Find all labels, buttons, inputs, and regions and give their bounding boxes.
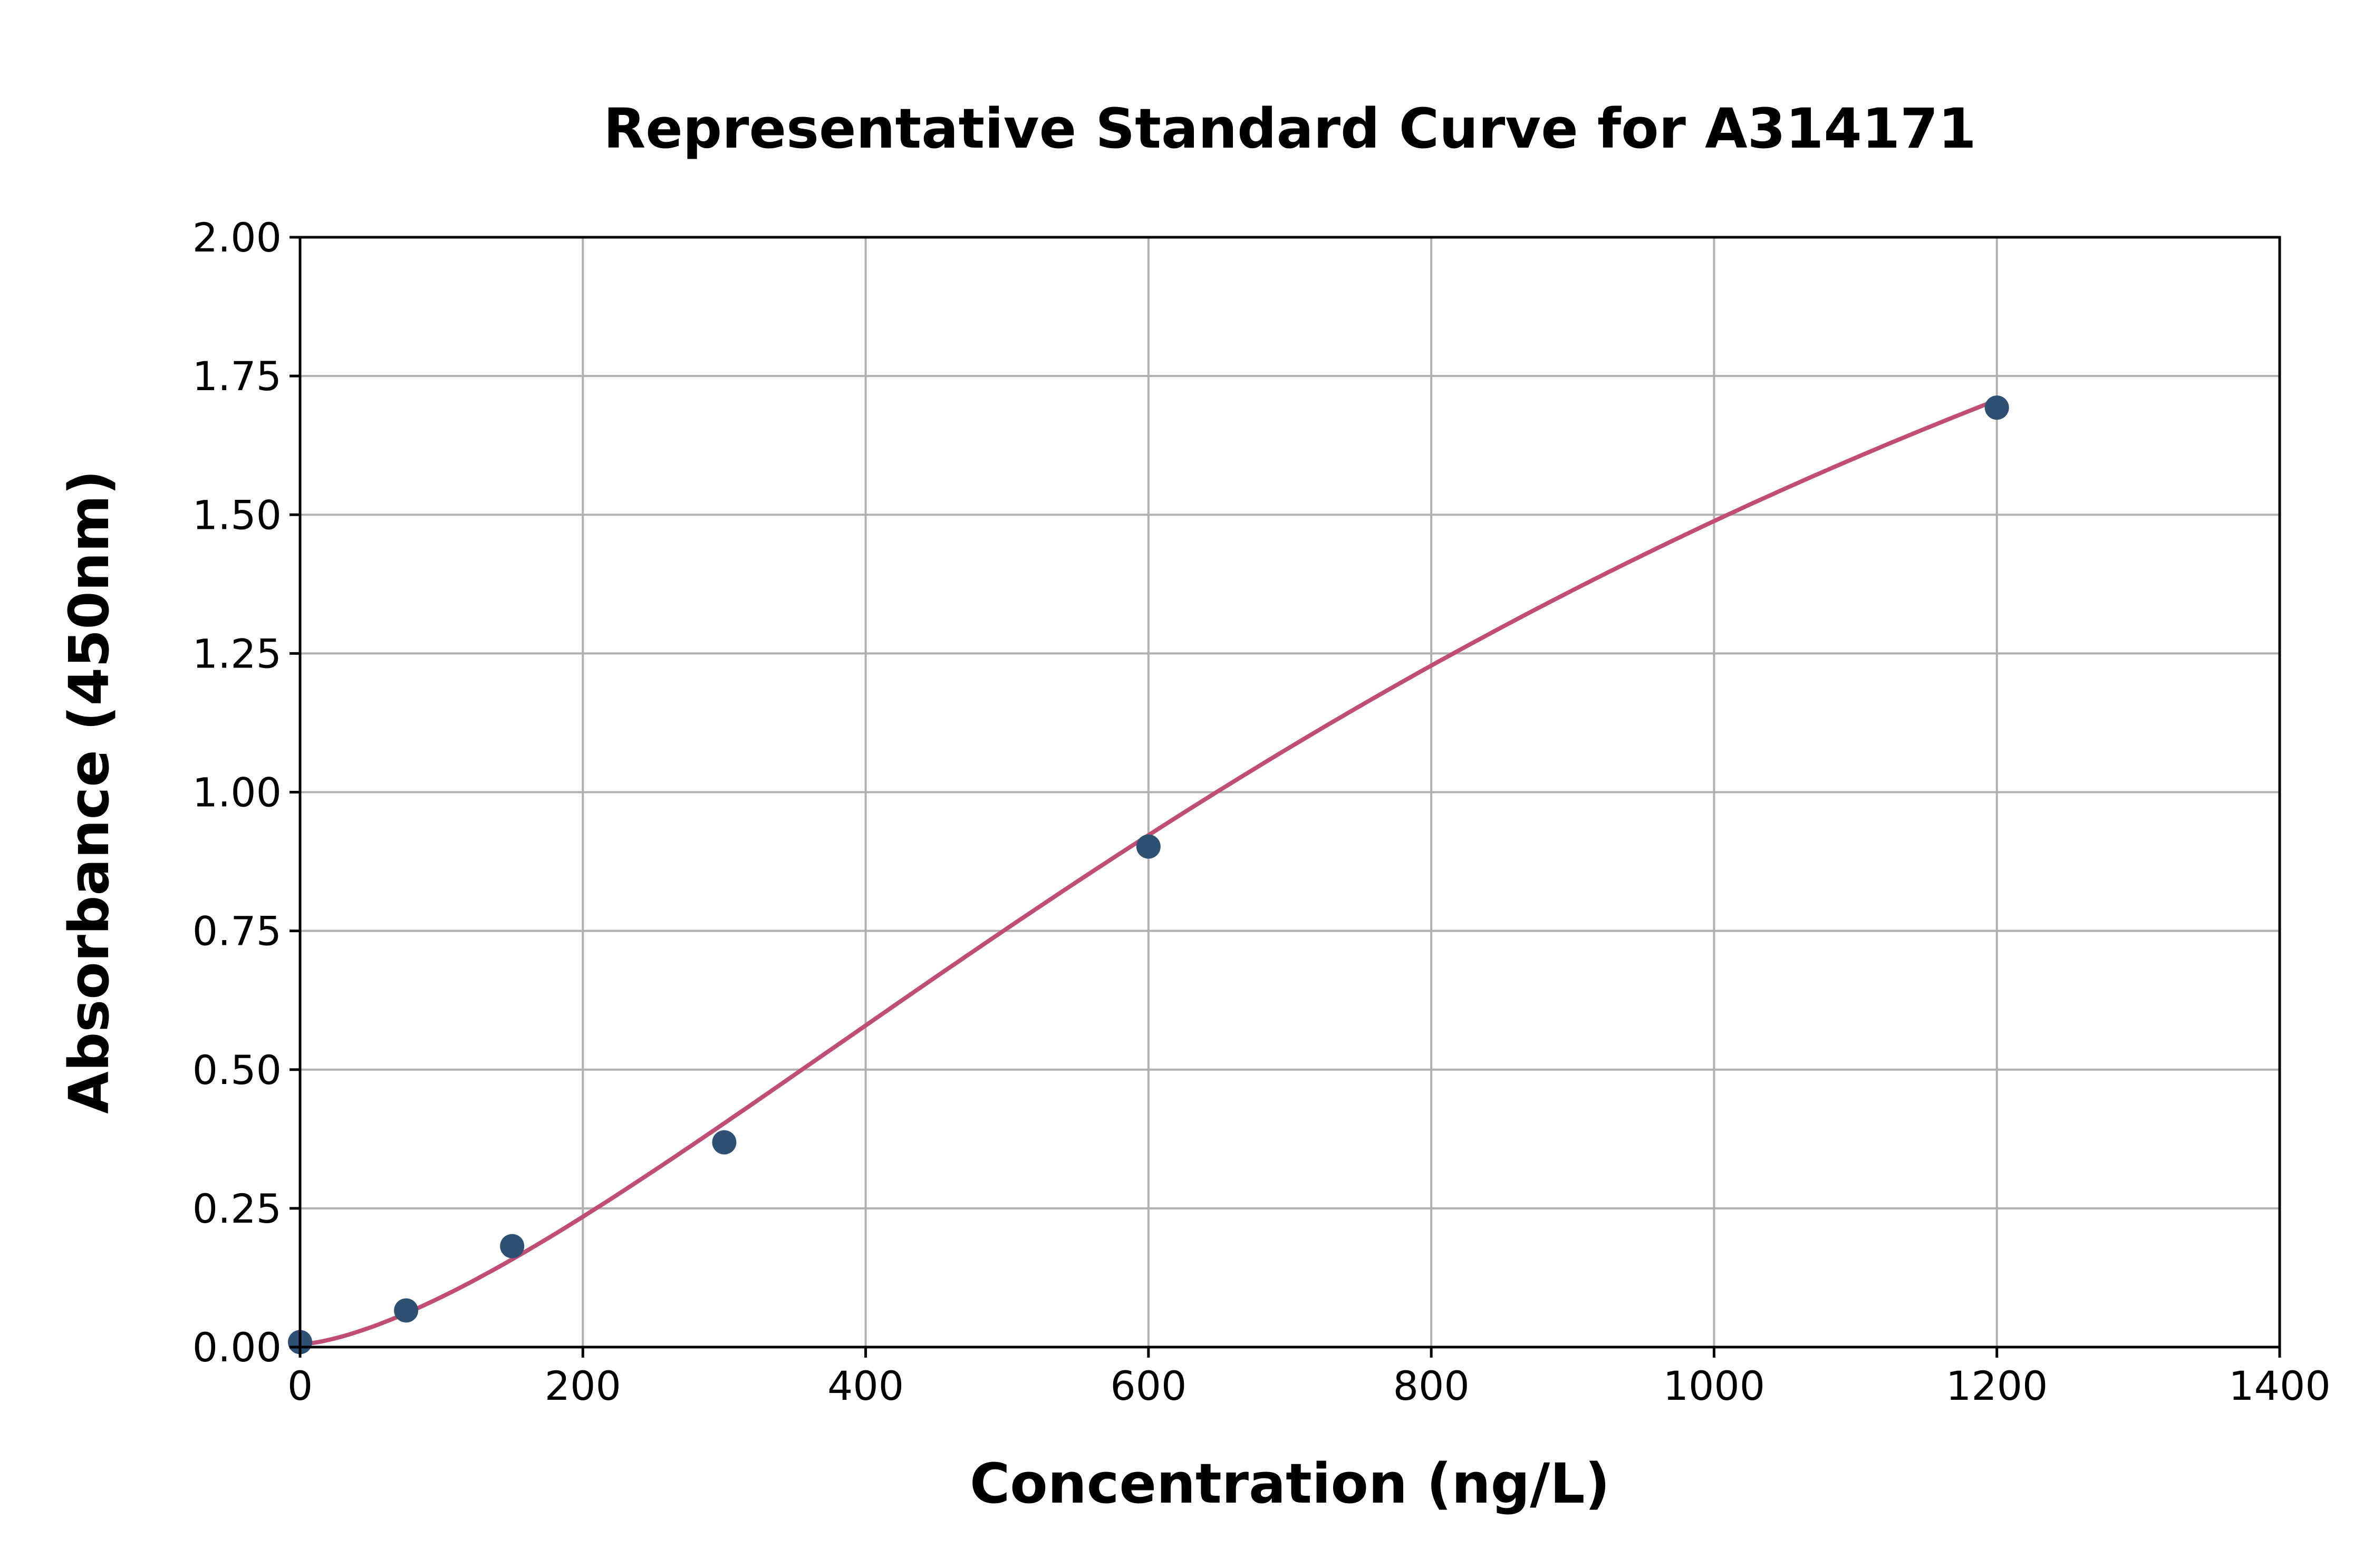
y-tick-label: 0.75 [192,908,282,955]
x-tick-label: 1000 [1663,1362,1765,1409]
x-tick-label: 0 [287,1362,313,1409]
x-axis-ticks: 0 200 400 600 800 1000 1200 1400 [287,1347,2331,1409]
y-axis-label: Absorbance (450nm) [57,470,121,1114]
x-tick-label: 200 [545,1362,621,1409]
y-tick-label: 0.50 [192,1047,282,1093]
data-point [1984,395,2009,420]
y-tick-label: 1.75 [192,353,282,400]
y-tick-label: 2.00 [192,214,282,261]
chart-title: Representative Standard Curve for A31417… [603,96,1976,161]
x-tick-label: 800 [1393,1362,1470,1409]
data-point [1136,834,1161,859]
y-axis-ticks: 0.00 0.25 0.50 0.75 1.00 1.25 1.50 1.75 2.00 [192,214,300,1371]
x-axis-label: Concentration (ng/L) [970,1451,1610,1516]
data-point [500,1234,525,1259]
y-tick-label: 1.50 [192,491,282,538]
y-tick-label: 0.00 [192,1324,282,1371]
y-tick-label: 0.25 [192,1185,282,1232]
x-tick-label: 1400 [2229,1362,2330,1409]
y-tick-label: 1.25 [192,630,282,677]
y-tick-label: 1.00 [192,769,282,816]
x-tick-label: 1200 [1946,1362,2048,1409]
data-point [394,1298,419,1323]
x-tick-label: 600 [1110,1362,1186,1409]
x-tick-label: 400 [827,1362,904,1409]
data-point [712,1130,737,1155]
